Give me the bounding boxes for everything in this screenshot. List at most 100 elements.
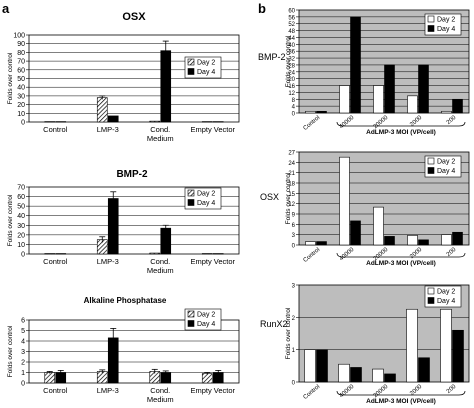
y-tick-label: 60 xyxy=(17,67,25,74)
bar-day-2 xyxy=(305,110,316,114)
legend: Day 2 Day 4 xyxy=(184,187,222,210)
legend-label: Day 4 xyxy=(197,200,215,207)
y-tick-label: 70 xyxy=(17,185,25,192)
legend: Day 2 Day 4 xyxy=(184,56,222,79)
y-tick-label: 0 xyxy=(292,381,296,387)
bar-day-4 xyxy=(452,98,463,114)
y-tick-label: 3 xyxy=(292,233,296,239)
y-tick-label: 0 xyxy=(21,381,25,388)
y-tick-label: 12 xyxy=(288,202,295,208)
legend-swatch xyxy=(427,25,435,32)
bar-day-2 xyxy=(96,97,108,123)
bar-day-2 xyxy=(44,253,56,255)
y-tick-label: 20 xyxy=(17,102,25,109)
y-tick-label: 8 xyxy=(292,98,296,104)
bar-day-4 xyxy=(160,227,172,255)
x-tick-label: Cond. xyxy=(150,257,170,266)
bar-day-4 xyxy=(384,236,395,246)
y-tick-label: 1 xyxy=(21,370,25,377)
legend-swatch xyxy=(187,68,195,75)
y-tick-label: 15 xyxy=(288,192,295,198)
bar-day-4 xyxy=(55,121,67,123)
bar-day-4 xyxy=(316,349,328,383)
y-tick-label: 20 xyxy=(288,77,295,83)
bar-day-2 xyxy=(149,252,161,255)
y-tick-label: 60 xyxy=(288,9,295,15)
x-axis-label: AdLMP-3 MOI (VP/cell) xyxy=(366,260,436,267)
x-axis-label: AdLMP-3 MOI (VP/cell) xyxy=(366,129,436,136)
x-tick-label: Empty Vector xyxy=(190,257,235,266)
bar-day-2 xyxy=(44,372,56,384)
bar-day-4 xyxy=(107,198,119,255)
y-tick-label: 27 xyxy=(288,151,295,157)
bar-day-4 xyxy=(350,16,361,114)
x-tick-label: LMP-3 xyxy=(97,257,119,266)
bar-day-4 xyxy=(418,64,429,114)
y-tick-label: 56 xyxy=(288,15,295,21)
x-tick-label: 200 xyxy=(446,384,458,395)
bar-day-4 xyxy=(212,121,224,123)
bar-day-2 xyxy=(96,371,108,384)
y-tick-label: 5 xyxy=(21,328,25,335)
y-tick-label: 12 xyxy=(288,91,295,97)
legend-swatch xyxy=(187,58,195,66)
bar-day-2 xyxy=(441,110,452,114)
bar-day-4 xyxy=(452,329,464,383)
x-tick-label: Empty Vector xyxy=(190,386,235,395)
y-tick-label: 40 xyxy=(17,85,25,92)
y-tick-label: 40 xyxy=(17,213,25,220)
bar-day-2 xyxy=(373,206,384,246)
bar-day-2 xyxy=(407,235,418,246)
legend: Day 2 Day 4 xyxy=(424,13,462,36)
bar-day-4 xyxy=(350,220,361,246)
y-tick-label: 60 xyxy=(17,194,25,201)
legend-label: Day 2 xyxy=(197,312,215,319)
legend-swatch xyxy=(427,15,435,23)
y-tick-label: 100 xyxy=(13,33,25,40)
chart-osx_b: OSX 0 3 6 9 12 15 18 21 24 27 Folds over control Con… xyxy=(260,151,470,267)
bar-day-2 xyxy=(201,121,213,123)
bar-day-2 xyxy=(339,85,350,114)
bar-day-4 xyxy=(55,253,67,255)
x-tick-label: Cond. xyxy=(150,125,170,134)
y-tick-label: 21 xyxy=(288,171,295,177)
legend: Day 2 Day 4 xyxy=(184,308,222,331)
bar-day-2 xyxy=(305,241,316,246)
chart-title: BMP-2 xyxy=(116,169,148,180)
legend-swatch xyxy=(427,297,435,304)
legend-label: Day 4 xyxy=(197,69,215,76)
y-tick-label: 18 xyxy=(288,182,295,188)
y-tick-label: 50 xyxy=(17,204,25,211)
y-tick-label: 30 xyxy=(17,223,25,230)
y-tick-label: 48 xyxy=(288,29,295,35)
legend-swatch xyxy=(427,157,435,165)
x-tick-label: 200 xyxy=(446,115,458,126)
bar-day-2 xyxy=(44,121,56,123)
y-axis-label: Folds over control xyxy=(7,52,14,104)
x-axis-label: AdLMP-3 MOI (VP/cell) xyxy=(366,398,436,405)
legend-label: Day 4 xyxy=(437,168,455,175)
bar-day-4 xyxy=(452,231,463,246)
bar-day-4 xyxy=(350,367,362,383)
x-tick-label: LMP-3 xyxy=(97,386,119,395)
chart-title: RunX2 xyxy=(260,319,288,329)
legend-label: Day 4 xyxy=(437,26,455,33)
bar-day-4 xyxy=(316,110,327,114)
legend-label: Day 4 xyxy=(197,321,215,328)
x-tick-label: Control xyxy=(43,386,68,395)
legend-swatch xyxy=(187,199,195,206)
y-tick-label: 3 xyxy=(21,349,25,356)
y-tick-label: 28 xyxy=(288,63,295,69)
chart-title: OSX xyxy=(260,192,279,202)
x-axis-bracket xyxy=(336,390,466,396)
chart-alp_a: Alkaline Phosphatase 0 1 2 3 4 5 6 Folds over co… xyxy=(7,296,240,404)
legend-swatch xyxy=(427,167,435,174)
bar-day-4 xyxy=(160,50,172,123)
bar-day-4 xyxy=(418,357,430,383)
bar-day-2 xyxy=(406,308,418,383)
y-tick-label: 90 xyxy=(17,41,25,48)
y-tick-label: 32 xyxy=(288,57,295,63)
legend-swatch xyxy=(427,287,435,295)
y-tick-label: 10 xyxy=(17,111,25,118)
legend-label: Day 2 xyxy=(437,159,455,166)
